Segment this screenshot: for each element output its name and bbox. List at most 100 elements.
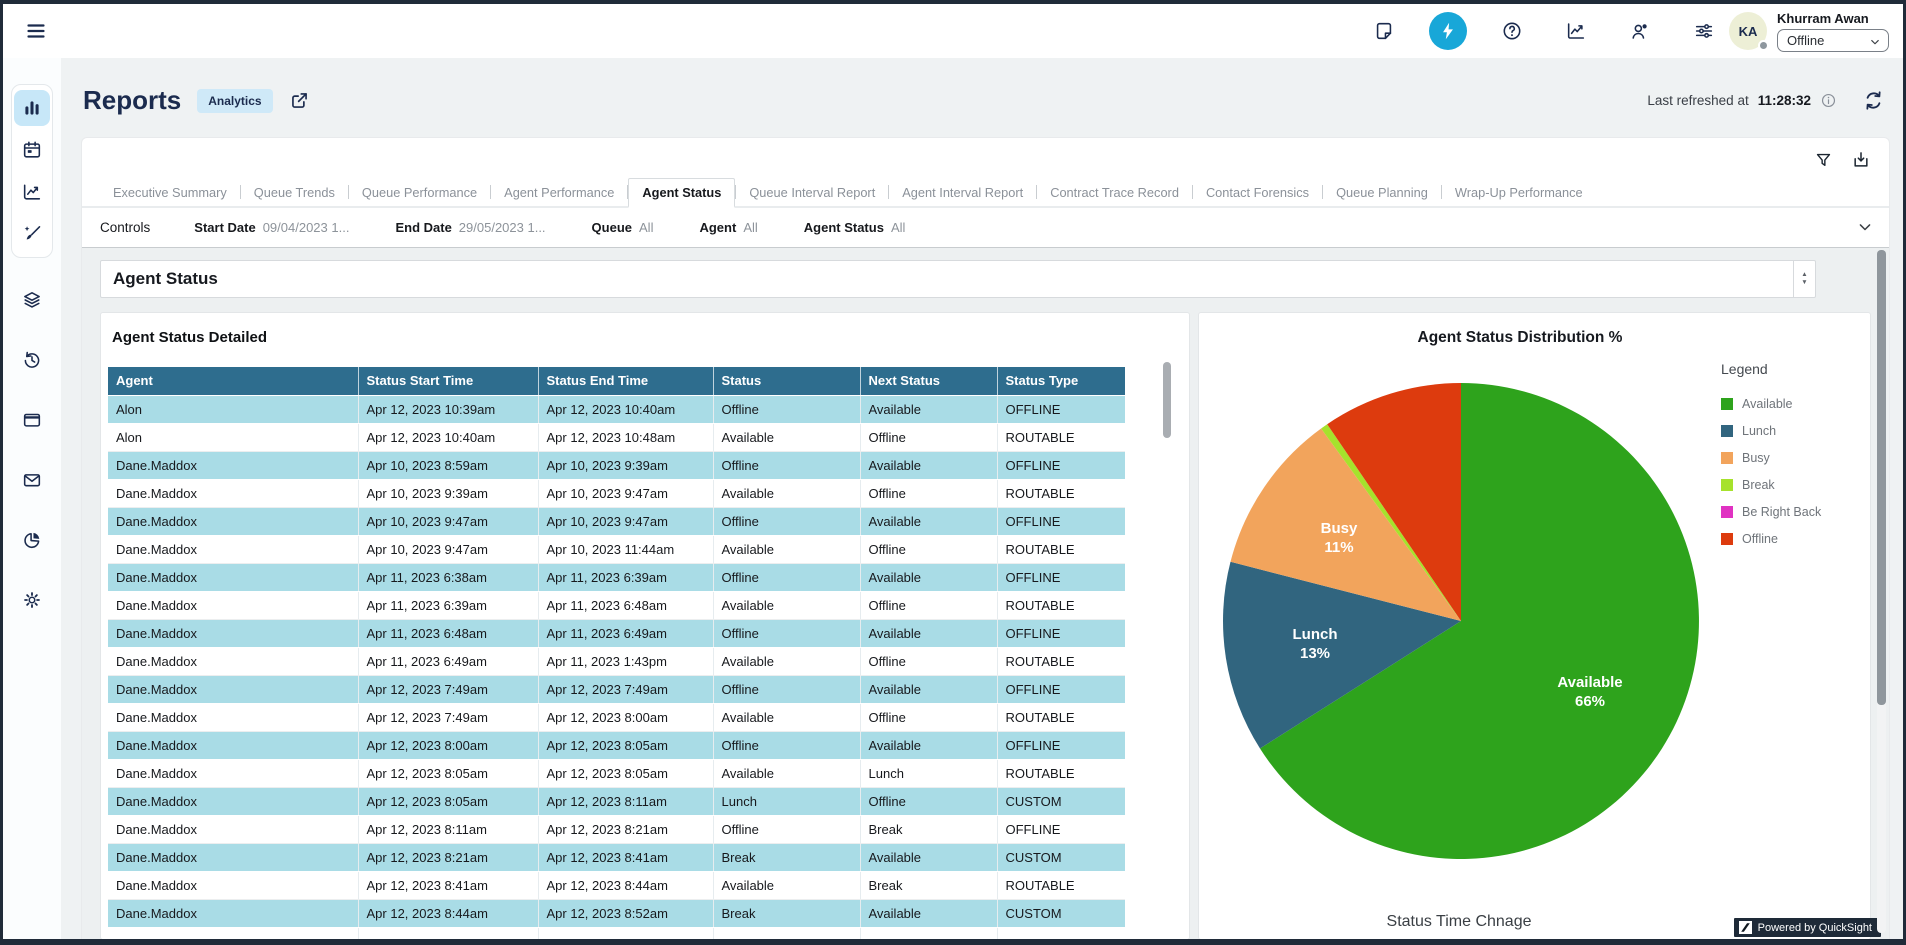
legend-item-offline[interactable]: Offline — [1721, 532, 1870, 546]
agent-status-table: Agent Status Start Time Status End Time Sta… — [108, 367, 1125, 939]
sidebar-item-analytics[interactable] — [14, 522, 50, 558]
filter-icon[interactable] — [1814, 151, 1833, 170]
table-row[interactable]: Dane.Maddox Apr 10, 2023 9:47am Apr 10, 20… — [108, 535, 1125, 564]
avatar[interactable]: KA — [1729, 12, 1769, 51]
table-row[interactable]: Dane.Maddox Apr 12, 2023 7:49am Apr 12, 20… — [108, 674, 1125, 704]
tab-queue-trends[interactable]: Queue Trends — [253, 185, 335, 200]
sheet-scrollbar — [1877, 250, 1886, 933]
table-cell: Available — [860, 562, 998, 592]
pie-slice-offline[interactable] — [1327, 383, 1461, 621]
tab-agent-status[interactable]: Agent Status — [628, 178, 736, 208]
table-row[interactable]: Dane.Maddox Apr 10, 2023 9:47am Apr 10, 20… — [108, 506, 1125, 536]
table-row[interactable]: Dane.Maddox Apr 11, 2023 6:38am Apr 11, 20… — [108, 562, 1125, 592]
content-header: Reports Analytics Last refreshed at 11:2… — [61, 58, 1903, 137]
table-row[interactable]: Alon Apr 12, 2023 10:40am Apr 12, 2023 10:… — [108, 423, 1125, 452]
table-row[interactable]: Dane.Maddox Apr 11, 2023 6:49am Apr 11, 20… — [108, 647, 1125, 676]
legend-item-available[interactable]: Available — [1721, 397, 1870, 411]
table-row[interactable]: Dane.Maddox Apr 12, 2023 8:21am Apr 12, 20… — [108, 842, 1125, 872]
main-area: Reports Analytics Last refreshed at 11:2… — [3, 58, 1903, 939]
column-header-next-status[interactable]: Next Status — [860, 367, 998, 395]
powered-by-label: Powered by QuickSight — [1757, 921, 1872, 934]
sidebar-item-messages[interactable] — [14, 462, 50, 498]
people-icon[interactable] — [1621, 12, 1659, 50]
sheet-scrollbar-thumb[interactable] — [1877, 250, 1886, 705]
control-start-date[interactable]: Start Date 09/04/2023 1... — [194, 220, 349, 235]
table-row[interactable]: Dane.Maddox Apr 12, 2023 8:05am Apr 12, 20… — [108, 786, 1125, 816]
column-header-agent[interactable]: Agent — [108, 367, 359, 395]
pie-slice-available[interactable] — [1260, 383, 1699, 859]
info-icon[interactable] — [1820, 92, 1837, 109]
control-agent[interactable]: Agent All — [699, 220, 757, 235]
table-cell: Dane.Maddox — [108, 562, 359, 592]
sidebar-item-design[interactable] — [14, 216, 50, 252]
legend-item-break[interactable]: Break — [1721, 478, 1870, 492]
tab-queue-performance[interactable]: Queue Performance — [361, 185, 478, 200]
control-queue[interactable]: Queue All — [592, 220, 654, 235]
column-header-status-start-time[interactable]: Status Start Time — [358, 367, 539, 395]
sidebar-item-history[interactable] — [14, 342, 50, 378]
tab-queue-interval-report[interactable]: Queue Interval Report — [749, 185, 876, 200]
table-row[interactable]: Dane.Maddox Apr 12, 2023 8:11am Apr 12, 20… — [108, 815, 1125, 844]
column-header-status-type[interactable]: Status Type — [997, 367, 1125, 395]
legend-item-lunch[interactable]: Lunch — [1721, 424, 1870, 438]
pie-slice-lunch[interactable] — [1223, 561, 1461, 749]
tab-executive-summary[interactable]: Executive Summary — [113, 185, 227, 200]
spinner-up-icon[interactable]: ▲ — [1801, 271, 1808, 278]
tab-agent-interval-report[interactable]: Agent Interval Report — [902, 185, 1024, 200]
table-row[interactable]: Dane.Maddox Apr 12, 2023 8:41am Apr 12, 20… — [108, 871, 1125, 900]
table-cell: CUSTOM — [997, 786, 1125, 816]
sidebar-item-settings[interactable] — [14, 582, 50, 618]
agent-status-value: Offline — [1787, 32, 1825, 48]
table-row[interactable]: Dane.Maddox Apr 11, 2023 6:48am Apr 11, 20… — [108, 618, 1125, 648]
control-agent-status[interactable]: Agent Status All — [804, 220, 906, 235]
tab-wrap-up-performance[interactable]: Wrap-Up Performance — [1454, 185, 1583, 200]
tab-contract-trace-record[interactable]: Contract Trace Record — [1050, 185, 1179, 200]
export-icon[interactable] — [1851, 150, 1871, 170]
pie-slice-break[interactable] — [1321, 424, 1461, 621]
tab-agent-performance[interactable]: Agent Performance — [504, 185, 615, 200]
table-row[interactable]: Dane.Maddox Apr 12, 2023 8:05am Apr 12, 20… — [108, 759, 1125, 788]
table-row[interactable]: Dane.Maddox Apr 12, 2023 8:00am Apr 12, 20… — [108, 730, 1125, 760]
table-cell: OFFLINE — [997, 506, 1125, 536]
table-cell: Apr 12, 2023 8:21am — [358, 842, 539, 872]
tab-separator — [1440, 185, 1442, 199]
table-row[interactable]: Alon Apr 12, 2023 10:39am Apr 12, 2023 10:… — [108, 394, 1125, 424]
table-row[interactable]: Dane.Maddox Apr 12, 2023 8:44am Apr 12, 20… — [108, 898, 1125, 928]
tab-contact-forensics[interactable]: Contact Forensics — [1205, 185, 1310, 200]
table-row[interactable]: Dane.Maddox Apr 12, 2023 7:49am Apr 12, 20… — [108, 703, 1125, 732]
table-row[interactable]: Dane.Maddox Apr 11, 2023 6:39am Apr 11, 20… — [108, 591, 1125, 620]
table-cell: Apr 10, 2023 9:47am — [358, 535, 539, 564]
table-cell: Dane.Maddox — [108, 703, 359, 732]
external-link-icon[interactable] — [289, 90, 310, 111]
table-row[interactable]: Dane.Maddox Apr 10, 2023 9:39am Apr 10, 20… — [108, 479, 1125, 508]
refresh-icon[interactable] — [1862, 89, 1885, 112]
metrics-icon[interactable] — [1557, 12, 1595, 50]
tab-queue-planning[interactable]: Queue Planning — [1336, 185, 1428, 200]
sliders-icon[interactable] — [1685, 12, 1723, 50]
control-label: Queue — [591, 220, 633, 235]
column-header-status-end-time[interactable]: Status End Time — [538, 367, 714, 395]
agent-status-select[interactable]: Offline — [1777, 28, 1889, 52]
legend-item-busy[interactable]: Busy — [1721, 451, 1870, 465]
sidebar-item-reports[interactable] — [14, 90, 50, 126]
column-header-status[interactable]: Status — [713, 367, 861, 395]
controls-collapse-chevron-icon[interactable] — [1855, 217, 1875, 240]
table-cell: Available — [713, 647, 861, 676]
notes-icon[interactable] — [1365, 12, 1403, 50]
table-cell: Apr 11, 2023 6:39am — [538, 562, 714, 592]
table-scrollbar-thumb[interactable] — [1163, 362, 1171, 438]
help-icon[interactable] — [1493, 12, 1531, 50]
spinner-down-icon[interactable]: ▼ — [1801, 278, 1808, 286]
pie-slice-busy[interactable] — [1230, 428, 1462, 622]
legend-item-be-right-back[interactable]: Be Right Back — [1721, 505, 1870, 519]
hamburger-menu-icon[interactable] — [19, 14, 53, 48]
table-cell: Available — [713, 591, 861, 620]
control-end-date[interactable]: End Date 29/05/2023 1... — [395, 220, 545, 235]
table-cell: Offline — [860, 423, 998, 452]
table-row[interactable]: Dane.Maddox Apr 10, 2023 8:59am Apr 10, 20… — [108, 450, 1125, 480]
sidebar-item-calendar[interactable] — [14, 132, 50, 168]
bolt-icon[interactable] — [1429, 12, 1467, 50]
sidebar-item-metrics[interactable] — [14, 174, 50, 210]
sidebar-item-pages[interactable] — [14, 402, 50, 438]
sidebar-item-flows[interactable] — [14, 282, 50, 318]
